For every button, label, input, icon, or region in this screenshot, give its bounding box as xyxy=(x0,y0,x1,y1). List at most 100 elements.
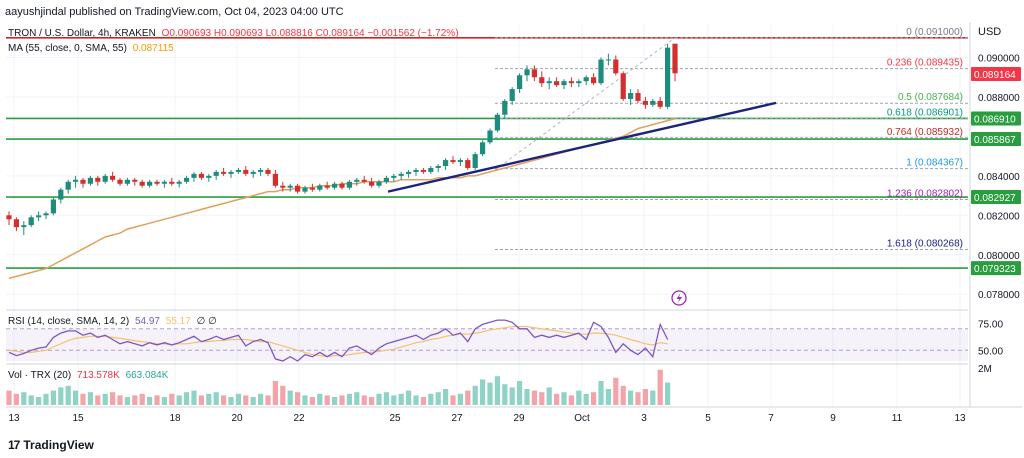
candle-body xyxy=(295,185,301,192)
candle-body xyxy=(87,177,93,184)
volume-bar xyxy=(406,390,412,405)
fib-retracement[interactable]: 0 (0.091000) 0.236 (0.089435) 0.5 (0.08768… xyxy=(494,27,968,250)
candle-body xyxy=(620,73,626,99)
price-tick: 0.082000 xyxy=(978,211,1020,222)
time-tick: 11 xyxy=(892,413,903,424)
volume-bar xyxy=(413,395,419,405)
volume-bar xyxy=(147,397,153,405)
volume-bar xyxy=(117,395,123,405)
candle-body xyxy=(428,167,434,172)
fib-label: 0.5 (0.087684) xyxy=(898,92,963,103)
flash-icon[interactable] xyxy=(671,290,687,306)
candle-body xyxy=(443,160,449,166)
volume-bar xyxy=(391,395,397,405)
rsi-ma-path xyxy=(8,326,668,358)
candle-body xyxy=(280,185,286,188)
volume-pane xyxy=(6,369,671,405)
volume-bar xyxy=(65,385,71,405)
time-axis[interactable]: 13 15 18 20 22 25 27 29 Oct 3 5 7 9 11 13 xyxy=(8,413,966,424)
volume-bar xyxy=(154,395,160,405)
candle-body xyxy=(457,160,463,163)
price-tag-box xyxy=(971,190,1021,205)
candle-body xyxy=(332,183,338,188)
volume-bar xyxy=(102,393,108,405)
candle-body xyxy=(591,77,597,84)
ma-legend[interactable]: MA (55, close, 0, SMA, 55) 0.087115 xyxy=(8,43,174,54)
price-tick: 0.084000 xyxy=(978,172,1020,183)
volume-bar xyxy=(250,397,256,405)
price-tag-box xyxy=(971,67,1021,82)
rsi-legend[interactable]: RSI (14, close, SMA, 14, 2) 54.97 55.17 … xyxy=(8,316,217,327)
candle-body xyxy=(110,175,116,180)
candle-body xyxy=(605,59,611,61)
volume-bar xyxy=(354,392,360,405)
time-tick: 29 xyxy=(513,413,525,424)
volume-bar xyxy=(317,393,323,405)
volume-bar xyxy=(221,395,227,405)
candle-body xyxy=(154,181,160,184)
candle-body xyxy=(672,43,678,74)
candle-body xyxy=(21,225,27,228)
candle-body xyxy=(561,81,567,86)
candle-body xyxy=(206,175,212,178)
volume-bar xyxy=(605,389,611,405)
rsi-extra: ∅ ∅ xyxy=(196,316,217,327)
time-tick: 22 xyxy=(293,413,305,424)
volume-bar xyxy=(258,393,264,405)
price-tick: 0.088000 xyxy=(978,93,1020,104)
fib-label: 1.618 (0.080268) xyxy=(887,238,963,249)
volume-bar xyxy=(494,376,500,405)
candle-body xyxy=(583,77,589,82)
volume-value: 713.578K xyxy=(76,370,120,381)
candle-body xyxy=(309,187,315,190)
rsi-pane xyxy=(6,319,968,362)
time-tick: 3 xyxy=(641,413,647,424)
volume-bar xyxy=(435,392,441,405)
volume-bar xyxy=(524,389,530,405)
candle-body xyxy=(80,179,86,184)
volume-bar xyxy=(13,393,19,405)
publisher-header: aayushjindal published on TradingView.co… xyxy=(5,6,344,18)
price-tag-label: 0.089164 xyxy=(974,70,1016,81)
candle-body xyxy=(568,81,574,84)
volume-bar xyxy=(398,393,404,405)
fib-diagonal xyxy=(494,37,676,171)
candle-body xyxy=(228,171,234,174)
time-tick: 27 xyxy=(451,413,463,424)
volume-bar xyxy=(309,397,315,405)
candle-body xyxy=(65,181,71,190)
trendline[interactable] xyxy=(387,101,777,193)
volume-bar xyxy=(58,387,64,405)
rsi-label: RSI (14, close, SMA, 14, 2) xyxy=(8,316,130,327)
volume-bar xyxy=(28,395,34,405)
price-axis[interactable]: 0.090000 0.088000 0.084000 0.082000 0.080000… xyxy=(971,54,1021,375)
fib-label: 1.236 (0.082802) xyxy=(887,188,963,199)
rsi-path xyxy=(8,319,669,362)
candle-body xyxy=(413,169,419,172)
currency-label[interactable]: USD xyxy=(978,26,1002,38)
candle-body xyxy=(465,160,471,168)
price-tag-label: 0.079323 xyxy=(974,264,1016,275)
candle-body xyxy=(43,213,49,216)
volume-bar xyxy=(539,392,545,405)
volume-bar xyxy=(21,392,27,405)
candle-body xyxy=(272,173,278,186)
ma-label: MA (55, close, 0, SMA, 55) xyxy=(8,43,127,54)
volume-bar xyxy=(213,392,219,405)
volume-tick: 2M xyxy=(978,364,992,375)
volume-bar xyxy=(428,393,434,405)
rsi-value: 54.97 xyxy=(134,316,160,327)
symbol-name[interactable]: TRON / U.S. Dollar, 4h, KRAKEN xyxy=(8,28,156,39)
candle-body xyxy=(302,187,308,192)
volume-bar xyxy=(576,390,582,405)
volume-bar xyxy=(198,395,204,405)
volume-bar xyxy=(191,390,197,405)
volume-legend[interactable]: Vol · TRX (20) 713.578K 663.084K xyxy=(8,370,168,381)
time-tick: 25 xyxy=(389,413,401,424)
price-tag-box xyxy=(971,132,1021,147)
candle-body xyxy=(406,171,412,174)
brand-name: TradingView xyxy=(23,438,94,452)
candle-body xyxy=(480,142,486,155)
price-tick: 0.078000 xyxy=(978,290,1020,301)
